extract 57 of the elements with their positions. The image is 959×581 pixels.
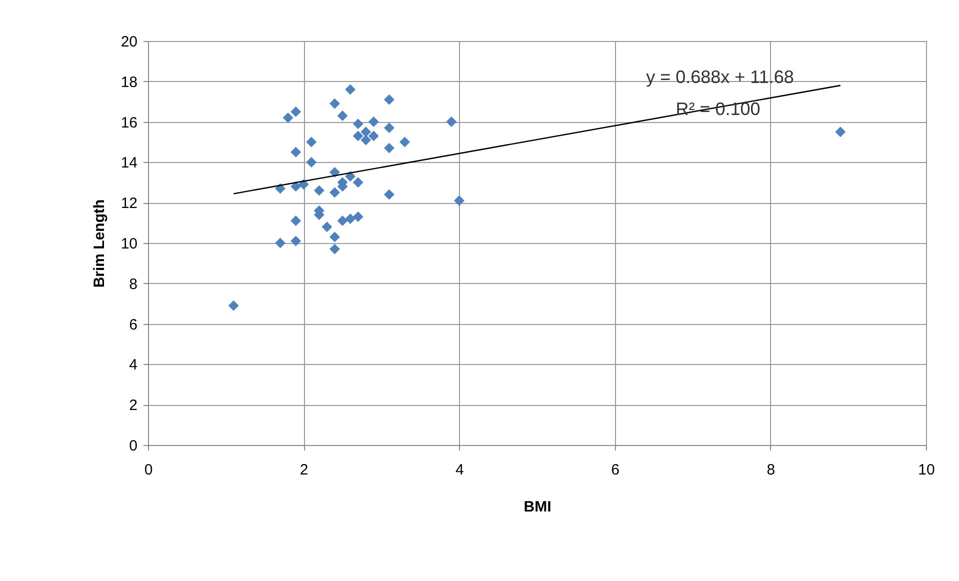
point — [329, 244, 340, 254]
point — [275, 238, 286, 248]
x-tick-label: 4 — [456, 462, 464, 478]
point — [329, 98, 340, 109]
point — [290, 236, 302, 246]
x-tick-label: 8 — [766, 462, 776, 478]
point — [337, 216, 348, 226]
y-tick-label: 8 — [129, 276, 138, 293]
point — [329, 232, 340, 242]
y-tick-label: 2 — [129, 397, 138, 414]
point — [337, 110, 348, 121]
y-tick-label: 6 — [129, 316, 138, 334]
point — [290, 146, 302, 158]
point — [290, 216, 302, 226]
y-tick-label: 10 — [120, 236, 138, 252]
annotation: y = 0.688x + 11.68 — [646, 67, 794, 87]
point — [352, 177, 364, 188]
point — [368, 116, 379, 128]
point — [290, 106, 302, 117]
point — [314, 185, 324, 196]
point — [306, 136, 317, 148]
point — [384, 94, 394, 105]
x-tick-label: 2 — [300, 462, 308, 478]
point — [329, 187, 340, 198]
point — [399, 136, 410, 148]
x-tick-label: 10 — [918, 462, 935, 478]
point — [228, 300, 239, 311]
y-tick-label: 18 — [120, 74, 138, 91]
x-axis-title: BMI — [524, 498, 552, 516]
point — [360, 134, 372, 146]
point — [384, 189, 394, 200]
y-tick-label: 16 — [120, 114, 138, 132]
point — [345, 84, 356, 95]
point — [384, 122, 394, 134]
point — [345, 171, 356, 182]
point — [446, 116, 457, 128]
x-tick-label: 6 — [611, 462, 620, 478]
point — [384, 142, 394, 154]
point — [368, 130, 379, 142]
y-tick-label: 20 — [120, 34, 138, 50]
y-tick-label: 12 — [120, 195, 138, 212]
y-tick-label: 14 — [120, 154, 138, 172]
point — [835, 126, 846, 138]
point — [352, 130, 364, 142]
point — [345, 214, 356, 224]
point — [322, 222, 332, 232]
x-tick-label: 0 — [144, 462, 153, 478]
point — [282, 112, 294, 124]
point — [454, 195, 464, 206]
point — [306, 156, 317, 168]
point — [352, 211, 364, 222]
y-tick-label: 0 — [129, 438, 138, 454]
point — [352, 118, 364, 130]
y-axis-title: Brim Length — [90, 199, 108, 288]
point — [329, 167, 340, 178]
y-tick-label: 4 — [129, 356, 138, 374]
point — [360, 126, 372, 138]
